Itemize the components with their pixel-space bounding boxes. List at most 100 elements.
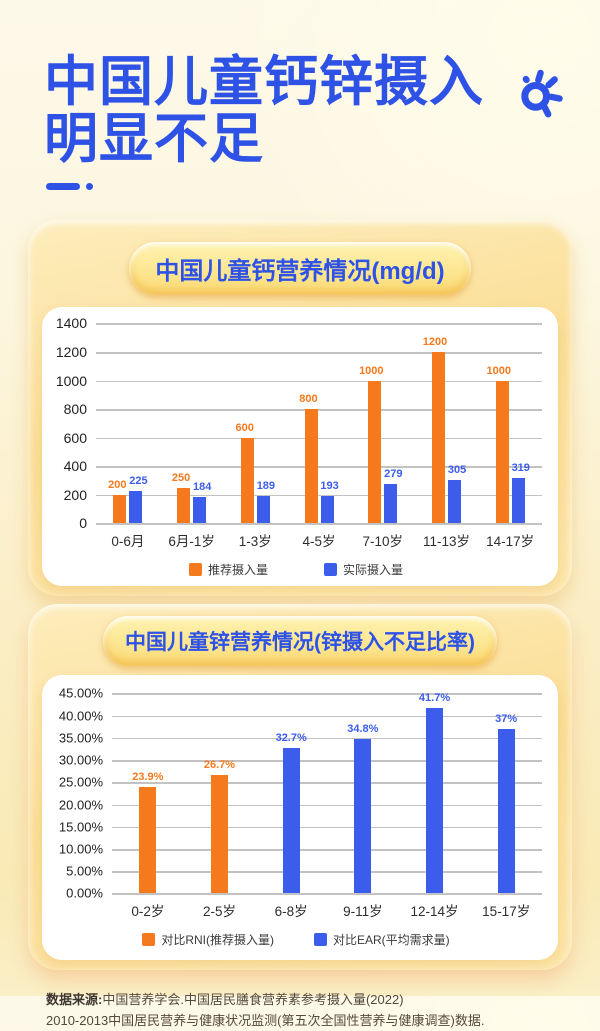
calcium-bar-chart: 1400 1200 1000 800 600 400 200 0 200 225 250 184 600… bbox=[50, 315, 542, 578]
bar-group: 250 184 bbox=[160, 323, 224, 524]
y-axis-tick-label: 0 bbox=[79, 515, 87, 532]
gridline bbox=[112, 715, 542, 718]
bar-value-label: 200 bbox=[108, 478, 127, 491]
legend-swatch bbox=[324, 563, 337, 577]
bar-value-label: 1200 bbox=[422, 336, 448, 349]
bar: 200 bbox=[108, 479, 126, 524]
bar-group: 200 225 bbox=[96, 323, 160, 524]
calcium-card: 中国儿童钙营养情况(mg/d) 1400 1200 1000 800 600 400 200… bbox=[28, 220, 572, 597]
legend-label: 对比RNI(推荐摄入量) bbox=[161, 933, 274, 948]
y-axis: 1400 1200 1000 800 600 400 200 0 bbox=[50, 315, 96, 531]
bar: 34.8% bbox=[347, 723, 378, 894]
title-underline bbox=[46, 183, 600, 191]
calcium-chart-title: 中国儿童钙营养情况(mg/d) bbox=[155, 258, 445, 286]
bar: 189 bbox=[257, 480, 275, 524]
gridline bbox=[112, 826, 542, 829]
bar: 305 bbox=[448, 464, 466, 524]
gridline bbox=[96, 523, 542, 525]
gridline bbox=[96, 437, 542, 440]
bar: 250 bbox=[172, 472, 190, 524]
y-axis-tick-label: 35.00% bbox=[58, 730, 103, 746]
x-axis-category-label: 0-6月 bbox=[111, 534, 145, 550]
y-axis-tick-label: 400 bbox=[63, 458, 87, 475]
y-axis-tick-label: 5.00% bbox=[66, 863, 103, 879]
bar: 1000 bbox=[487, 365, 511, 524]
source-label: 数据来源: bbox=[46, 992, 103, 1008]
bar: 23.9% bbox=[132, 771, 163, 894]
gridline bbox=[112, 804, 542, 807]
bar-value-label: 1000 bbox=[486, 364, 511, 377]
bar-value-label: 250 bbox=[171, 471, 191, 484]
plot-area: 200 225 250 184 600 189 800 193 1000 279 1200 305 10… bbox=[96, 323, 542, 525]
bar-value-label: 41.7% bbox=[418, 692, 451, 705]
bar-value-label: 32.7% bbox=[275, 732, 307, 745]
bar-group: 32.7% bbox=[255, 693, 327, 894]
zinc-chart-title-badge: 中国儿童锌营养情况(锌摄入不足比率) bbox=[103, 616, 497, 667]
calcium-chart-title-badge: 中国儿童钙营养情况(mg/d) bbox=[129, 242, 471, 296]
y-axis-tick-label: 20.00% bbox=[58, 797, 103, 813]
bar-value-label: 189 bbox=[256, 480, 276, 493]
sun-icon bbox=[521, 69, 563, 118]
x-axis: 0-2岁 2-5岁 6-8岁 9-11岁 12-14岁 15-17岁 bbox=[112, 900, 542, 920]
legend-label: 推荐摄入量 bbox=[207, 563, 268, 578]
bar-value-label: 37% bbox=[495, 713, 518, 726]
source-text-1: 中国营养学会.中国居民膳食营养素参考摄入量(2022) bbox=[102, 992, 404, 1008]
legend-swatch bbox=[314, 933, 327, 947]
legend-item: 实际摄入量 bbox=[324, 561, 403, 578]
bars-layer: 23.9% 26.7% 32.7% 34.8% 41.7% 37% bbox=[112, 692, 542, 894]
x-axis-category-label: 14-17岁 bbox=[486, 534, 535, 550]
y-axis-tick-label: 600 bbox=[63, 429, 87, 446]
calcium-chart-panel: 1400 1200 1000 800 600 400 200 0 200 225 250 184 600… bbox=[42, 307, 558, 587]
underline-dot bbox=[86, 183, 93, 191]
bar-value-label: 26.7% bbox=[203, 758, 236, 771]
source-line-2: 2010-2013中国居民营养与健康状况监测(第五次全国性营养与健康调查)数据. bbox=[46, 1012, 485, 1028]
bar-group: 34.8% bbox=[327, 693, 399, 894]
bar-value-label: 279 bbox=[384, 467, 403, 480]
x-axis-category-label: 6-8岁 bbox=[274, 904, 308, 920]
bar-value-label: 184 bbox=[192, 481, 212, 494]
bar: 26.7% bbox=[204, 759, 235, 894]
legend-swatch bbox=[142, 933, 156, 947]
bar: 225 bbox=[129, 475, 148, 524]
y-axis-tick-label: 30.00% bbox=[58, 752, 103, 768]
bar-value-label: 305 bbox=[447, 463, 467, 476]
source-line-1: 数据来源:中国营养学会.中国居民膳食营养素参考摄入量(2022) bbox=[46, 990, 554, 1010]
y-axis-tick-label: 1000 bbox=[55, 372, 87, 389]
bar-value-label: 225 bbox=[129, 475, 148, 488]
y-axis-tick-label: 40.00% bbox=[58, 708, 103, 724]
page-title-line2: 明显不足 bbox=[44, 109, 264, 170]
page-title: 中国儿童钙锌摄入 明显不足 bbox=[44, 53, 600, 170]
gridline bbox=[96, 352, 542, 354]
bar-group: 800 193 bbox=[287, 323, 351, 524]
bar: 193 bbox=[320, 480, 339, 524]
x-axis-category-label: 6月-1岁 bbox=[168, 534, 215, 550]
y-axis-tick-label: 15.00% bbox=[58, 819, 103, 835]
bar-value-label: 319 bbox=[511, 461, 530, 474]
plot-area: 23.9% 26.7% 32.7% 34.8% 41.7% 37% bbox=[112, 692, 542, 895]
y-axis-tick-label: 25.00% bbox=[58, 774, 103, 790]
y-axis-tick-label: 1400 bbox=[55, 315, 87, 332]
data-source-footer: 数据来源:中国营养学会.中国居民膳食营养素参考摄入量(2022) 2010-20… bbox=[46, 990, 554, 1030]
bar: 1000 bbox=[359, 365, 384, 524]
bar-group: 1000 319 bbox=[478, 323, 542, 524]
legend-item: 对比EAR(平均需求量) bbox=[314, 931, 450, 948]
bar: 32.7% bbox=[276, 732, 307, 894]
bar-value-label: 800 bbox=[299, 393, 318, 406]
bar-value-label: 193 bbox=[320, 479, 339, 492]
gridline bbox=[96, 323, 542, 325]
bar-value-label: 34.8% bbox=[347, 722, 379, 735]
x-axis-category-label: 2-5岁 bbox=[203, 904, 237, 920]
underline-dash bbox=[46, 183, 80, 191]
bar-group: 1000 279 bbox=[351, 323, 415, 524]
bar-group: 23.9% bbox=[112, 693, 184, 894]
x-axis-category-label: 11-13岁 bbox=[422, 534, 470, 550]
bars-layer: 200 225 250 184 600 189 800 193 1000 279 1200 305 10… bbox=[96, 323, 542, 524]
zinc-chart-panel: 45.00% 40.00% 35.00% 30.00% 25.00% 20.00% 15.0… bbox=[42, 675, 558, 961]
bar-value-label: 600 bbox=[235, 421, 254, 434]
x-axis: 0-6月 6月-1岁 1-3岁 4-5岁 7-10岁 11-13岁 14-17岁 bbox=[96, 530, 542, 550]
bar: 600 bbox=[236, 422, 254, 524]
bar: 184 bbox=[193, 481, 211, 524]
legend: 对比RNI(推荐摄入量) 对比EAR(平均需求量) bbox=[50, 931, 542, 948]
y-axis-tick-label: 45.00% bbox=[58, 685, 103, 701]
